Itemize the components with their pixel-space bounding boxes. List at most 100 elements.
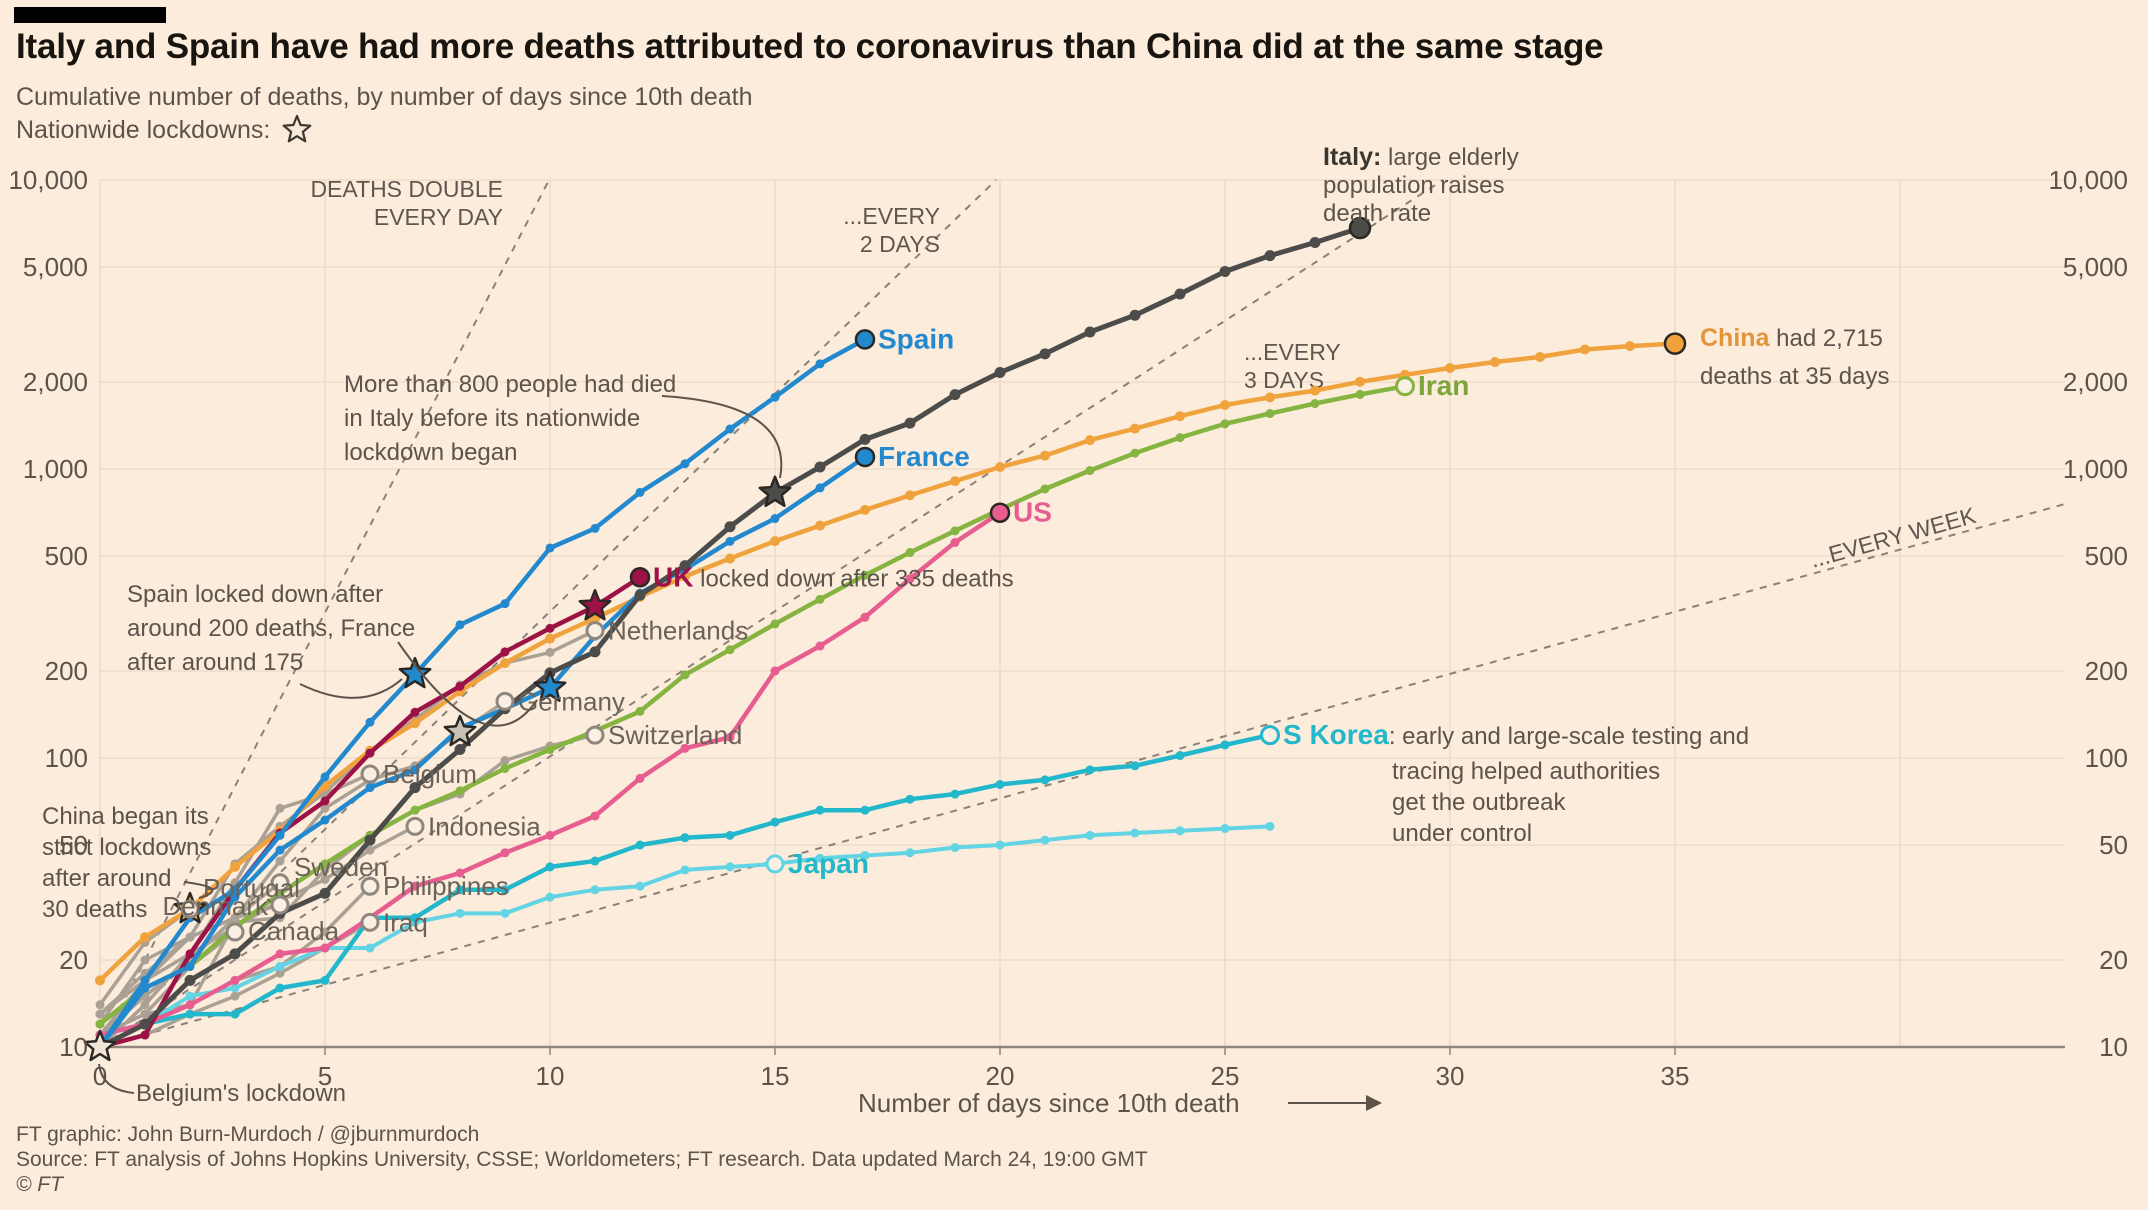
reference-label-deaths-double-every-day: EVERY DAY [374, 204, 503, 230]
y-tick-left: 10 [59, 1032, 88, 1062]
italy-note: Italy: large elderly [1323, 143, 1519, 171]
skorea-note: tracing helped authorities [1392, 758, 1660, 785]
reference-label-every-2-days: ...EVERY [843, 203, 940, 229]
spain-france-lockdown-note: around 200 deaths, France [127, 615, 415, 642]
y-tick-left: 1,000 [23, 454, 88, 484]
china-lockdown-note: 30 deaths [42, 896, 147, 923]
china-lockdown-note: after around [42, 865, 171, 892]
accent-bar [14, 7, 166, 23]
endpoint-dot-switzerland [585, 725, 605, 745]
y-tick-right: 10 [2099, 1032, 2128, 1062]
series-label-netherlands: Netherlands [608, 616, 748, 646]
x-tick: 5 [318, 1061, 332, 1091]
endpoint-dot-indonesia [405, 816, 425, 836]
series-label-germany: Germany [518, 686, 625, 716]
y-tick-left: 50 [59, 830, 88, 860]
spain-france-lockdown-note: after around 175 [127, 649, 303, 676]
y-tick-right: 200 [2085, 656, 2128, 686]
y-tick-left: 10,000 [8, 165, 88, 195]
lockdown-legend: Nationwide lockdowns: [16, 114, 314, 146]
endpoint-dot-uk [629, 567, 651, 588]
label-dot-japan [765, 854, 785, 874]
y-tick-left: 500 [45, 541, 88, 571]
y-tick-right: 5,000 [2063, 252, 2128, 282]
chart-subtitle: Cumulative number of deaths, by number o… [16, 83, 753, 111]
lockdown-star-italy [758, 475, 792, 508]
series-labels: Netherlands Germany Switzerland Belgium Indo… [163, 216, 1749, 946]
series-france [95, 455, 867, 1052]
annotation-connectors [98, 395, 783, 1094]
series-label-belgium: Belgium [383, 759, 477, 789]
x-tick: 15 [761, 1061, 790, 1091]
series-label-s-korea: S Korea: early and large-scale testing a… [1283, 719, 1749, 750]
endpoint-dot-philippines [360, 876, 380, 896]
series-label-denmark: Denmark [163, 891, 269, 921]
china-note: deaths at 35 days [1700, 363, 1889, 390]
series-label-japan: Japan [788, 848, 869, 879]
series-label-philippines: Philippines [383, 871, 509, 901]
lockdown-star-belgium [83, 1029, 117, 1062]
endpoint-dot-iraq [360, 912, 380, 932]
italy-lockdown-note: More than 800 people had died [344, 371, 676, 398]
series-label-indonesia: Indonesia [428, 811, 541, 841]
italy-note: population raises [1323, 172, 1504, 199]
endpoint-dot-s-korea [1260, 725, 1280, 746]
series-label-iran: Iran [1418, 370, 1469, 401]
endpoint-dot-netherlands [585, 621, 605, 641]
skorea-note: get the outbreak [1392, 789, 1566, 816]
x-tick: 10 [536, 1061, 565, 1091]
italy-lockdown-connector [661, 395, 783, 479]
spain-lockdown-connector [299, 678, 403, 699]
chart-title: Italy and Spain have had more deaths att… [16, 27, 1604, 66]
series-italy [94, 225, 1361, 1053]
belgium-lockdown-note: Belgium's lockdown [136, 1080, 346, 1107]
y-tick-right: 2,000 [2063, 367, 2128, 397]
x-tick: 25 [1211, 1061, 1240, 1091]
series-line-china [98, 341, 1676, 983]
endpoint-dot-denmark [270, 895, 290, 915]
china-note: China had 2,715 [1700, 324, 1883, 352]
series-s-korea [95, 732, 1271, 1040]
y-tick-left: 20 [59, 945, 88, 975]
series-label-iraq: Iraq [383, 907, 428, 937]
reference-line-deaths-double-every-day [99, 179, 550, 1048]
series-label-spain: Spain [878, 323, 954, 354]
endpoint-dot-canada [225, 922, 245, 942]
china-lockdown-note: strict lockdowns [42, 834, 211, 861]
series-label-us: US [1013, 497, 1052, 528]
series-label-uk: UK locked down after 335 deaths [653, 561, 1014, 592]
lockdown-star-spain [398, 656, 432, 689]
endpoint-dot-spain [854, 329, 876, 350]
belgium-lockdown-connector [98, 1063, 135, 1094]
reference-line-every-2-days [99, 179, 997, 1048]
series-label-france: France [878, 441, 970, 472]
y-tick-right: 100 [2085, 743, 2128, 773]
series-line-france [98, 455, 867, 1049]
china-lockdown-connector [183, 881, 214, 899]
footer-copyright: © FT [16, 1173, 63, 1196]
italy-lockdown-note: in Italy before its nationwide [344, 405, 640, 432]
y-tick-right: 20 [2099, 945, 2128, 975]
series-label-canada: Canada [248, 916, 340, 946]
series-iran [95, 383, 1406, 1029]
series-japan [95, 821, 1275, 1040]
x-axis-arrowhead [1366, 1095, 1382, 1111]
chart-footer: FT graphic: John Burn-Murdoch / @jburnmu… [16, 1122, 1148, 1197]
endpoint-dot-portugal [180, 899, 200, 919]
endpoint-dot-us [989, 502, 1011, 523]
x-tick: 20 [986, 1061, 1015, 1091]
reference-label-every-2-days: 2 DAYS [860, 231, 940, 257]
lockdown-star-uk [578, 589, 612, 621]
china-lockdown-note: China began its [42, 803, 209, 830]
y-tick-right: 50 [2099, 830, 2128, 860]
france-lockdown-connector [397, 641, 538, 727]
reference-label-every-week: ...EVERY WEEK [1807, 502, 1979, 573]
endpoint-dot-italy [1348, 216, 1372, 240]
y-tick-left: 100 [45, 743, 88, 773]
endpoint-dot-germany [495, 691, 515, 711]
x-tick: 30 [1436, 1061, 1465, 1091]
endpoint-dot-france [854, 446, 876, 468]
endpoint-dot-iran [1395, 376, 1415, 397]
